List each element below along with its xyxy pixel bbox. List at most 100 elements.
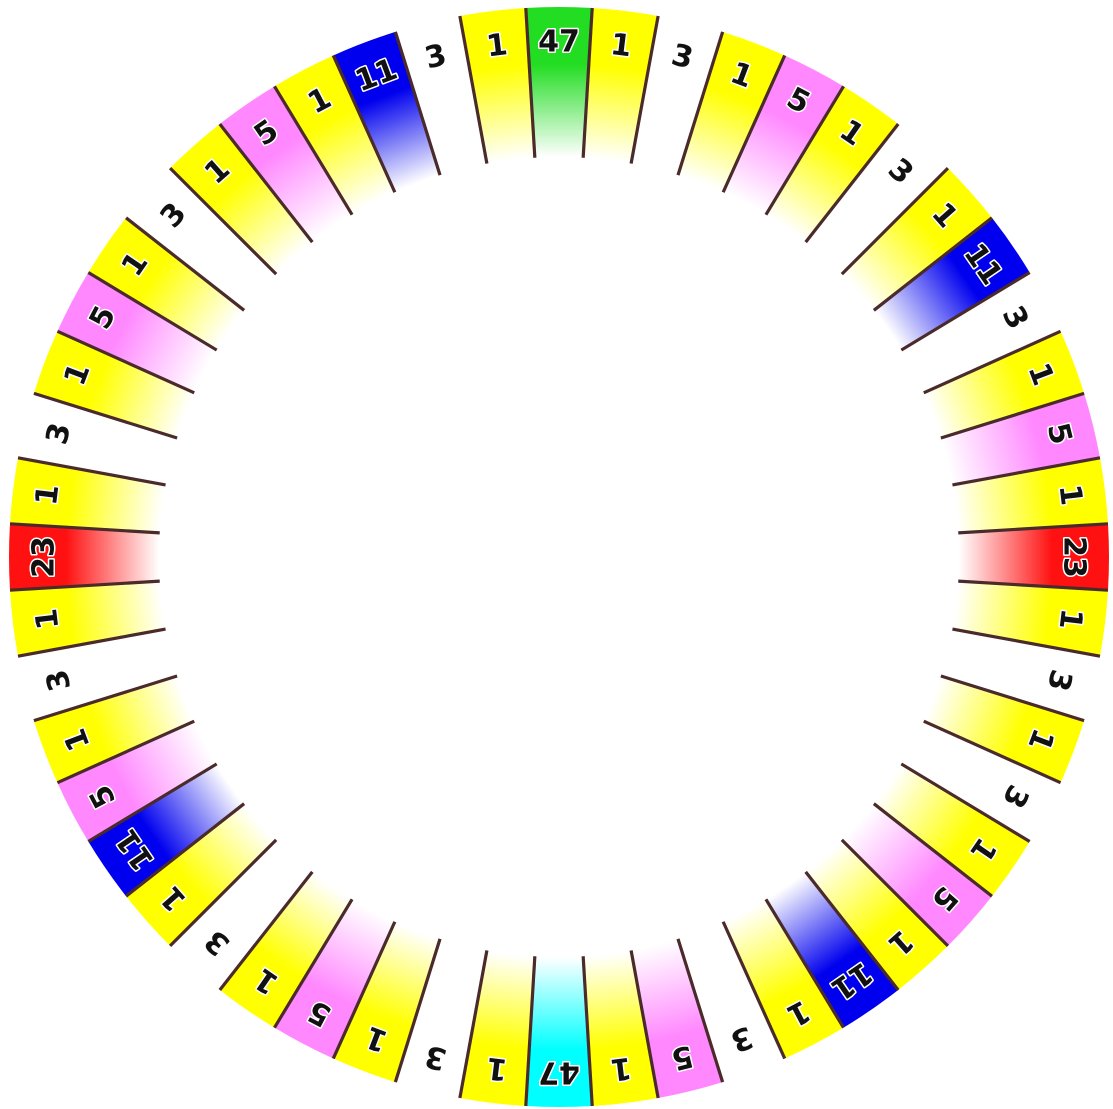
segment-label: 1: [1052, 482, 1089, 507]
wheel-divider: [581, 7, 594, 158]
wheel-segment: [274, 899, 395, 1059]
wheel-divider: [764, 85, 845, 216]
wheel-segment: [631, 938, 723, 1098]
segment-label: 1: [609, 27, 634, 64]
segment-label: 3: [726, 1018, 758, 1058]
wheel-divider: [125, 802, 246, 898]
segment-label: 23: [1057, 536, 1092, 578]
wheel-segment: [583, 8, 659, 164]
wheel-divider: [218, 123, 314, 244]
wheel-divider: [33, 674, 178, 723]
wheel-divider: [629, 950, 660, 1099]
wheel-segment: [10, 581, 166, 657]
wheel-segment: [126, 803, 277, 946]
wheel-divider: [168, 838, 278, 948]
wheel-segment: [958, 523, 1109, 591]
wheel-divider: [56, 719, 195, 785]
wheel-divider: [923, 719, 1062, 785]
wheel-divider: [33, 391, 178, 440]
wheel-segment: [525, 956, 593, 1107]
wheel-divider: [900, 271, 1031, 352]
wheel-divider: [125, 216, 246, 312]
wheel-divider: [872, 216, 993, 312]
wheel-divider: [331, 54, 397, 193]
wheel-segment: [88, 763, 245, 897]
wheel-divider: [393, 31, 442, 176]
wheel-segment: [841, 803, 992, 946]
wheel-segment: [33, 676, 195, 783]
wheel-divider: [168, 166, 278, 276]
wheel-segment: [333, 31, 440, 193]
wheel-segment: [459, 950, 535, 1106]
wheel-divider: [17, 627, 166, 658]
wheel-segment: [805, 839, 948, 990]
wheel-segment: [57, 721, 217, 842]
wheel-divider: [952, 456, 1101, 487]
wheel-divider: [629, 15, 660, 164]
wheel-segment: [952, 457, 1108, 533]
wheel-divider: [764, 898, 845, 1029]
wheel-divider: [56, 329, 195, 395]
wheel-divider: [524, 956, 537, 1107]
segment-label: 1: [609, 1050, 634, 1087]
wheel-divider: [940, 674, 1085, 723]
wheel-segment: [765, 86, 899, 243]
wheel-segment: [274, 55, 395, 215]
wheel-divider: [9, 579, 160, 592]
segment-label: 1: [484, 1050, 509, 1087]
wheel-divider: [273, 898, 354, 1029]
wheel-divider: [524, 7, 537, 158]
wheel-divider: [840, 838, 950, 948]
wheel-segment: [873, 763, 1030, 897]
wheel-segment: [583, 950, 659, 1106]
wheel-segment: [57, 272, 217, 393]
wheel-divider: [958, 579, 1109, 592]
segment-label: 1: [29, 607, 66, 632]
wheel-segment: [88, 217, 245, 351]
wheel-segment: [219, 86, 353, 243]
wheel-divider: [331, 921, 397, 1060]
wheel-divider: [393, 938, 442, 1083]
wheel-divider: [840, 166, 950, 276]
segment-label: 3: [39, 666, 78, 695]
wheel-segment: [723, 55, 844, 215]
wheel-divider: [900, 762, 1031, 843]
wheel-divider: [952, 627, 1101, 658]
wheel-segment: [10, 457, 166, 533]
wheel-divider: [872, 802, 993, 898]
wheel-segment: [873, 217, 1030, 351]
wheel-divider: [676, 31, 725, 176]
segment-label: 3: [1040, 666, 1079, 695]
segment-label: 3: [198, 922, 237, 962]
wheel-divider: [804, 870, 900, 991]
segment-label: 23: [27, 536, 62, 578]
wheel-dividers: [9, 7, 1109, 1107]
segment-label: 3: [881, 151, 920, 191]
wheel-segment: [333, 921, 440, 1083]
wheel-divider: [87, 271, 218, 352]
wheel-segment: [9, 523, 160, 591]
segment-label: 3: [995, 300, 1036, 335]
wheel-divider: [581, 956, 594, 1107]
wheel-divider: [273, 85, 354, 216]
segment-label: 47: [538, 25, 580, 60]
segment-label: 1: [484, 27, 509, 64]
wheel-divider: [721, 54, 787, 193]
wheel-segment: [170, 124, 313, 275]
wheel-segment: [923, 676, 1085, 783]
wheel-segment: [525, 7, 593, 158]
wheel-divider: [458, 15, 489, 164]
wheel-segment: [33, 331, 195, 438]
wheel-divider: [9, 522, 160, 535]
segment-label: 1: [1052, 607, 1089, 632]
segment-label: 5: [1040, 419, 1079, 448]
segment-label: 3: [995, 779, 1036, 814]
wheel-divider: [923, 329, 1062, 395]
wheel-segment: [841, 168, 992, 311]
wheel-segment: [952, 581, 1108, 657]
wheel-divider: [458, 950, 489, 1099]
wheel-divider: [804, 123, 900, 244]
wheel-divider: [17, 456, 166, 487]
wheel-segment: [940, 393, 1100, 485]
wheel-divider: [721, 921, 787, 1060]
